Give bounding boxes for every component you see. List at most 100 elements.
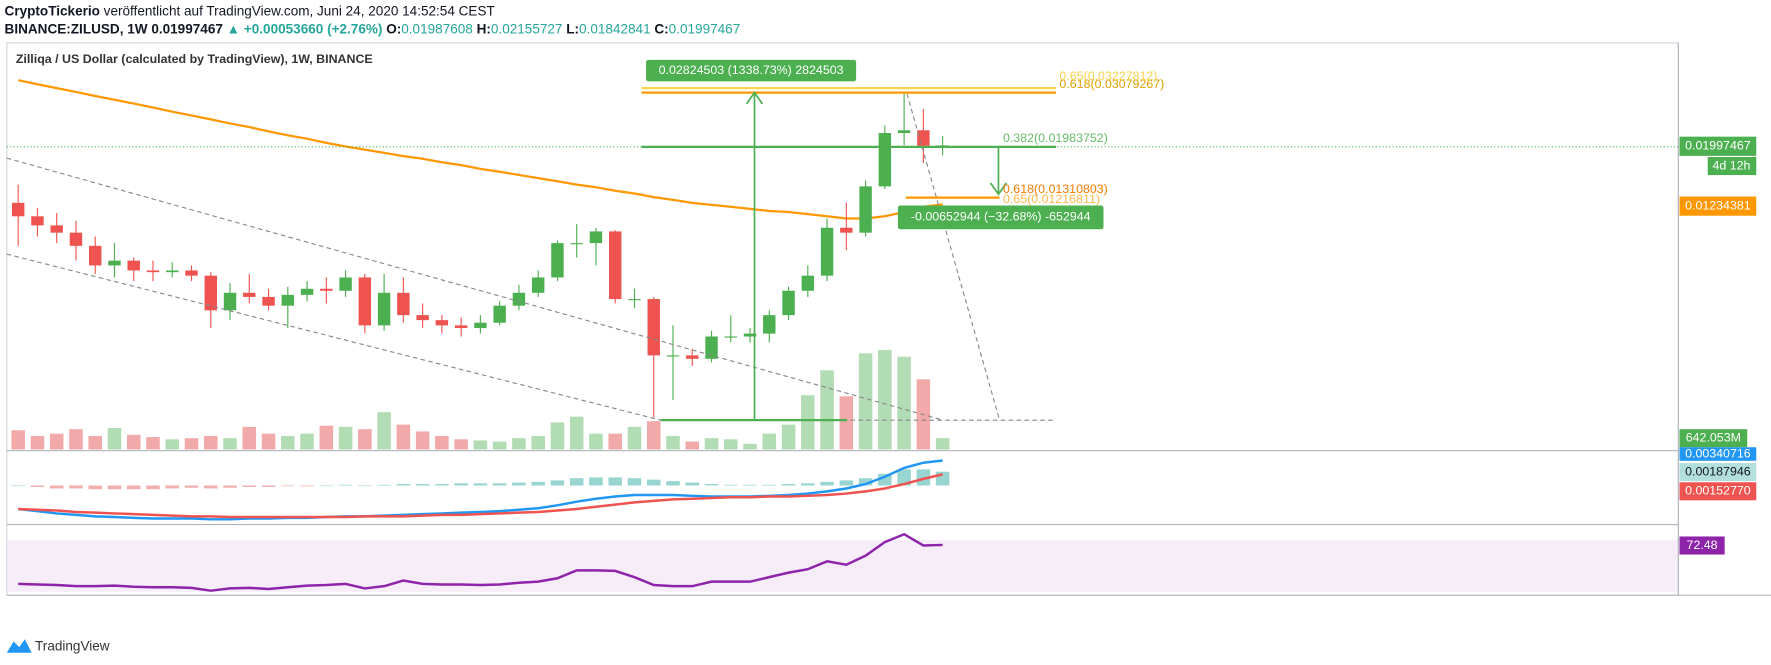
volume-bar [897, 356, 911, 450]
candle-body [89, 245, 102, 266]
volume-bar [531, 435, 545, 450]
histogram-bar [724, 484, 738, 486]
open: 0.01987608 [401, 21, 473, 36]
macd-line [18, 459, 943, 521]
histogram-bar [69, 485, 83, 489]
countdown: 4d 12h [1712, 158, 1750, 172]
volume-bar [935, 438, 950, 450]
histogram-bar [242, 485, 257, 487]
candle-body [320, 288, 333, 291]
trend-line [6, 157, 944, 421]
histogram-bar [685, 482, 700, 486]
trend-line [6, 253, 661, 421]
arrow-head [745, 91, 764, 105]
histogram-bar [589, 477, 603, 486]
volume-bar [646, 421, 661, 450]
histogram-bar [935, 471, 950, 486]
candle-body [69, 232, 83, 246]
histogram-bar [454, 483, 468, 486]
candle-body [300, 288, 314, 295]
histogram-bar [319, 485, 334, 487]
candle-body [801, 275, 815, 291]
volume-bar [184, 438, 199, 450]
histogram-last: 0.00187946 [1685, 464, 1751, 478]
candle-body [127, 260, 140, 271]
histogram-bar [223, 485, 237, 488]
histogram-bar [396, 484, 411, 486]
histogram-bar [531, 481, 545, 486]
histogram-bar [801, 483, 815, 486]
volume-bar [242, 426, 257, 450]
plot-frame [6, 42, 1679, 596]
candle-body [358, 277, 372, 326]
rsi-band-fill [6, 539, 1679, 592]
histogram-bar [646, 479, 661, 486]
background [6, 42, 1771, 596]
rsi-line [18, 532, 943, 592]
histogram-bar [49, 485, 64, 489]
histogram-bar [338, 484, 353, 486]
volume-bar [858, 353, 873, 450]
histogram-bar [377, 484, 391, 486]
histogram-bar [666, 481, 680, 486]
histogram-bar [261, 485, 276, 487]
symbol: BINANCE:ZILUSD, 1W [5, 21, 148, 36]
volume-bar [550, 422, 565, 450]
histogram-bar [839, 480, 854, 486]
fib-label: 0.65(0.03227812) [1059, 69, 1157, 83]
fib-label: 0.618(0.03079267) [1059, 77, 1164, 91]
volume-bar [724, 439, 738, 450]
fib-label: 0.65(0.01216811) [1003, 192, 1100, 206]
volume-bar [743, 443, 757, 450]
candle-body [724, 336, 737, 338]
ma-last: 0.01234381 [1685, 198, 1751, 212]
histogram-bar [184, 485, 199, 488]
histogram-bar [820, 481, 834, 486]
publisher: CryptoTickerio [5, 3, 100, 18]
histogram-bar [11, 485, 25, 487]
change: ▲ +0.00053660 (+2.76%) [227, 21, 383, 36]
candle-body [782, 290, 795, 316]
low: 0.01842841 [579, 21, 651, 36]
histogram-bar [916, 469, 931, 486]
histogram-bar [107, 485, 122, 490]
signal-last: 0.00152770 [1685, 484, 1751, 498]
candle-body [223, 292, 237, 311]
trend-line [906, 93, 1001, 421]
volume-bar [30, 435, 45, 450]
volume-bar [69, 429, 83, 450]
candle-body [917, 130, 930, 146]
volume-bar [11, 430, 25, 450]
volume-bar [801, 395, 815, 450]
histogram-bar [146, 485, 160, 490]
volume-bar [569, 416, 584, 450]
candle-body [50, 225, 63, 233]
candle-body [416, 315, 429, 321]
logo [6, 639, 32, 653]
volume-bar [473, 440, 488, 450]
volume-bar [377, 412, 391, 450]
candle-body [589, 231, 603, 244]
candle-body [281, 294, 295, 306]
histogram-bar [781, 484, 796, 486]
volume-bar [820, 370, 834, 450]
volume-bar [512, 438, 526, 450]
volume-bar [666, 435, 680, 450]
fib-label: 0.382(0.01983752) [1003, 131, 1108, 145]
badge [1679, 429, 1748, 448]
candle-body [609, 231, 622, 300]
histogram-bar [897, 469, 911, 486]
histogram-bar [30, 485, 45, 487]
histogram-bar [762, 484, 777, 486]
published: veröffentlicht auf TradingView.com, Juni… [104, 3, 495, 18]
volume-bar [261, 433, 276, 450]
rsi-last: 72.48 [1687, 538, 1718, 552]
volume-bar [281, 435, 295, 450]
volume-bar [223, 438, 237, 450]
histogram-bar [492, 483, 507, 486]
histogram-bar [743, 484, 757, 486]
o-prefix: O: [386, 21, 401, 36]
histogram-bar [512, 482, 526, 486]
histogram-bar [858, 478, 873, 486]
